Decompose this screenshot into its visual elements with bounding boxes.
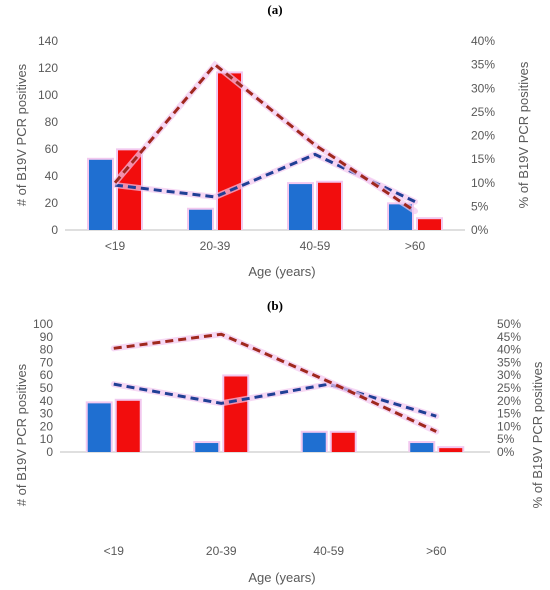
y-tick-label: 40 bbox=[45, 169, 59, 183]
bar bbox=[195, 443, 219, 452]
y2-tick-label: 15% bbox=[471, 152, 495, 166]
y2-tick-label: 40% bbox=[497, 343, 521, 357]
bar bbox=[389, 204, 412, 230]
series-line bbox=[113, 62, 416, 213]
y2-tick-label: 50% bbox=[497, 317, 521, 331]
panel-label-a: (a) bbox=[267, 2, 282, 17]
y2-tick-label: 35% bbox=[471, 58, 495, 72]
bar bbox=[418, 219, 441, 230]
bar bbox=[87, 403, 111, 452]
x-tick-label: 20-39 bbox=[206, 544, 237, 558]
y2-tick-label: 10% bbox=[471, 176, 495, 190]
y-tick-label: 10 bbox=[40, 432, 54, 446]
y2-tick-label: 25% bbox=[471, 105, 495, 119]
y-tick-label: 80 bbox=[40, 343, 54, 357]
marks-b bbox=[60, 331, 490, 453]
y-tick-label: 80 bbox=[45, 115, 59, 129]
bar bbox=[410, 443, 434, 452]
y-tick-label: 40 bbox=[40, 394, 54, 408]
y-tick-label: 60 bbox=[40, 368, 54, 382]
bar bbox=[89, 159, 112, 230]
bar bbox=[331, 432, 355, 452]
y2-ticks-b: 0%5%10%15%20%25%30%35%40%45%50% bbox=[497, 317, 521, 459]
y-tick-label: 120 bbox=[38, 61, 58, 75]
y2-tick-label: 10% bbox=[497, 419, 521, 433]
y-tick-label: 20 bbox=[40, 419, 54, 433]
bar bbox=[302, 432, 326, 452]
x-tick-label: 40-59 bbox=[300, 239, 331, 253]
y2-tick-label: 25% bbox=[497, 381, 521, 395]
y2-tick-label: 30% bbox=[471, 81, 495, 95]
y2-tick-label: 5% bbox=[497, 432, 515, 446]
y2-tick-label: 30% bbox=[497, 368, 521, 382]
y-tick-label: 20 bbox=[45, 196, 59, 210]
bar bbox=[289, 184, 312, 230]
bar bbox=[218, 73, 241, 231]
x-tick-label: <19 bbox=[105, 239, 126, 253]
bar bbox=[318, 182, 341, 230]
y2-tick-label: 20% bbox=[471, 129, 495, 143]
panel-a-chart: (a) Age (years) # of B19V PCR positives … bbox=[14, 2, 531, 279]
bar bbox=[189, 209, 212, 230]
y-tick-label: 60 bbox=[45, 142, 59, 156]
y-ticks-a: 0 20 40 60 80 100 120 140 bbox=[38, 34, 58, 237]
y2-tick-label: 5% bbox=[471, 199, 489, 213]
panel-label-b: (b) bbox=[267, 298, 283, 313]
y2-tick-label: 0% bbox=[471, 223, 489, 237]
y-tick-label: 70 bbox=[40, 355, 54, 369]
y-axis-title-b: # of B19V PCR positives bbox=[14, 363, 29, 506]
marks-a bbox=[65, 60, 465, 231]
x-axis-title-a: Age (years) bbox=[248, 264, 315, 279]
y2-axis-title-a: % of B19V PCR positives bbox=[516, 61, 531, 208]
panel-b-chart: (b) Age (years) # of B19V PCR positives … bbox=[14, 298, 545, 585]
bar bbox=[439, 448, 463, 452]
y-tick-label: 50 bbox=[40, 381, 54, 395]
y2-ticks-a: 0% 5% 10% 15% 20% 25% 30% 35% 40% bbox=[471, 34, 495, 237]
y2-tick-label: 15% bbox=[497, 407, 521, 421]
bar bbox=[224, 376, 248, 452]
y-tick-label: 100 bbox=[38, 88, 58, 102]
line-glow bbox=[110, 331, 440, 435]
y2-tick-label: 35% bbox=[497, 355, 521, 369]
y2-tick-label: 40% bbox=[471, 34, 495, 48]
y-tick-label: 0 bbox=[51, 223, 58, 237]
x-axis-title-b: Age (years) bbox=[248, 570, 315, 585]
series-line bbox=[113, 382, 437, 418]
x-tick-label: >60 bbox=[405, 239, 426, 253]
bar bbox=[116, 400, 140, 452]
y-tick-label: 140 bbox=[38, 34, 58, 48]
x-tick-label: 40-59 bbox=[313, 544, 344, 558]
x-tick-label: 20-39 bbox=[200, 239, 231, 253]
x-ticks-b: <19 20-39 40-59 >60 bbox=[104, 544, 447, 558]
y2-tick-label: 0% bbox=[497, 445, 515, 459]
y-axis-title-a: # of B19V PCR positives bbox=[14, 63, 29, 206]
y2-tick-label: 20% bbox=[497, 394, 521, 408]
series-line bbox=[113, 332, 437, 433]
y-tick-label: 30 bbox=[40, 407, 54, 421]
x-tick-label: <19 bbox=[104, 544, 125, 558]
x-ticks-a: <19 20-39 40-59 >60 bbox=[105, 239, 426, 253]
y2-tick-label: 45% bbox=[497, 330, 521, 344]
y-tick-label: 0 bbox=[46, 445, 53, 459]
y2-axis-title-b: % of B19V PCR positives bbox=[530, 361, 545, 508]
x-tick-label: >60 bbox=[426, 544, 447, 558]
y-tick-label: 100 bbox=[33, 317, 53, 331]
y-tick-label: 90 bbox=[40, 330, 54, 344]
